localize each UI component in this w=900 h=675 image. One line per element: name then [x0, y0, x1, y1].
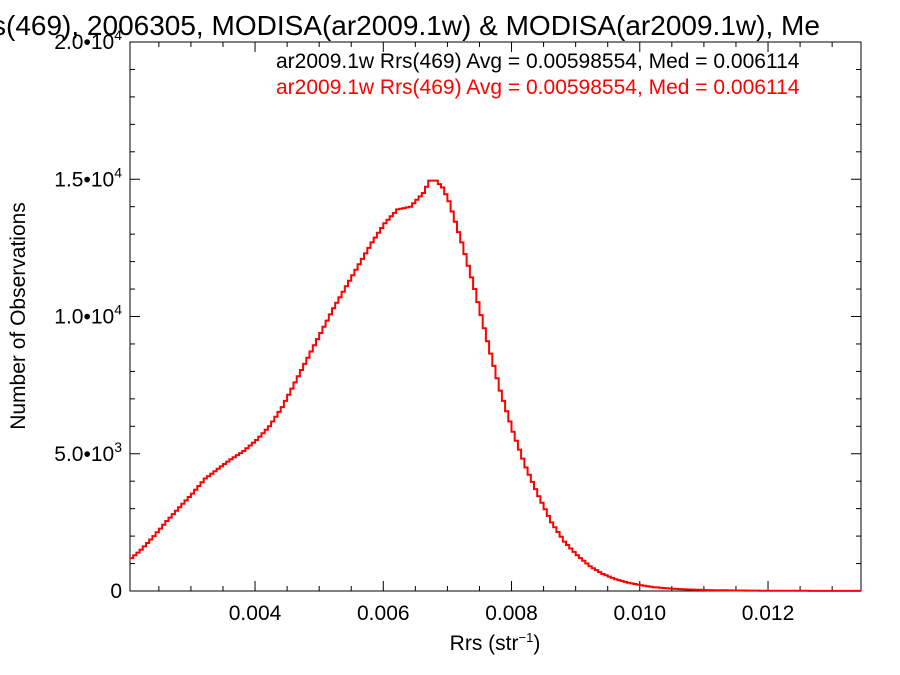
- x-tick-label: 0.004: [229, 602, 282, 625]
- annotation-black: ar2009.1w Rrs(469) Avg = 0.00598554, Med…: [276, 50, 800, 73]
- y-axis-label: Number of Observations: [7, 202, 30, 430]
- y-tick-label: 1.5•104: [54, 164, 122, 191]
- y-tick-labels: 0 5.0•103 1.0•104 1.5•104 2.0•104: [54, 27, 122, 603]
- y-tick-label: 2.0•104: [54, 27, 122, 54]
- y-tick-label: 0: [110, 580, 122, 603]
- series-line: [130, 179, 861, 592]
- x-tick-label: 0.006: [357, 602, 410, 625]
- x-tick-label: 0.010: [613, 602, 666, 625]
- axis-ticks: [130, 41, 861, 592]
- annotation-red: ar2009.1w Rrs(469) Avg = 0.00598554, Med…: [276, 76, 800, 99]
- y-tick-label: 1.0•104: [54, 302, 122, 329]
- x-tick-labels: 0.004 0.006 0.008 0.010 0.012: [229, 602, 795, 625]
- plot-frame: [129, 41, 862, 592]
- y-tick-label: 5.0•103: [54, 439, 122, 466]
- x-axis-label: Rrs (str−1): [450, 630, 541, 655]
- chart-title: s(469), 2006305, MODISA(ar2009.1w) & MOD…: [0, 10, 820, 41]
- x-tick-label: 0.008: [485, 602, 538, 625]
- x-tick-label: 0.012: [742, 602, 795, 625]
